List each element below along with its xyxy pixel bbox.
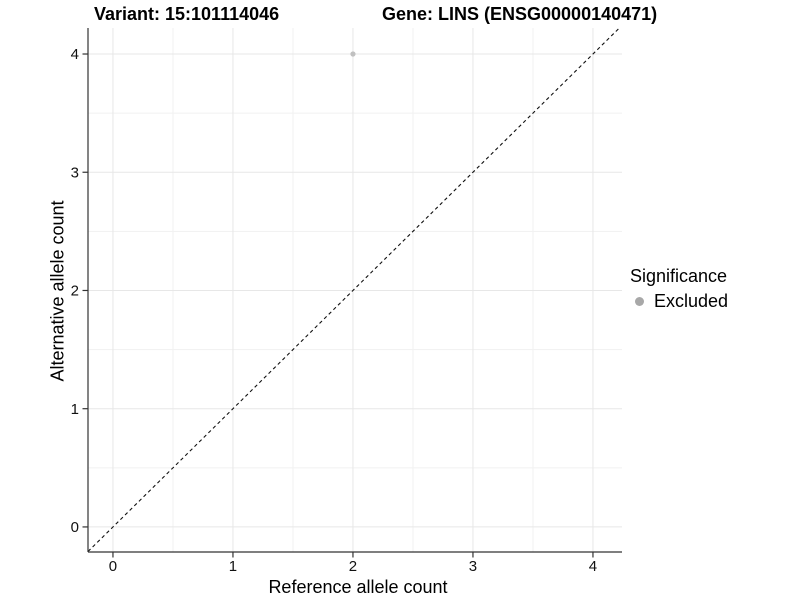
- variant-title: Variant: 15:101114046: [94, 4, 280, 24]
- legend-item-label: Excluded: [654, 291, 729, 311]
- legend-title: Significance: [630, 266, 728, 286]
- y-tick-label: 1: [71, 401, 79, 418]
- y-axis-title: Alternative allele count: [47, 200, 68, 382]
- y-tick-label: 2: [71, 283, 79, 300]
- y-tick-label: 4: [71, 46, 79, 63]
- gene-title: Gene: LINS (ENSG00000140471): [382, 4, 658, 24]
- x-tick-label: 0: [109, 558, 117, 575]
- x-tick-label: 1: [229, 558, 237, 575]
- y-tick-label: 0: [71, 519, 79, 536]
- data-point: [350, 51, 356, 57]
- legend-point-icon: [635, 296, 644, 306]
- x-tick-label: 4: [589, 558, 597, 575]
- y-tick-label: 3: [71, 164, 79, 181]
- x-tick-label: 3: [469, 558, 477, 575]
- legend: Significance Excluded: [630, 266, 728, 311]
- x-tick-label: 2: [349, 558, 357, 575]
- identity-line: [87, 27, 620, 552]
- legend-item: Excluded: [630, 291, 728, 311]
- legend-items: Excluded: [630, 291, 728, 311]
- x-axis-title: Reference allele count: [268, 577, 448, 597]
